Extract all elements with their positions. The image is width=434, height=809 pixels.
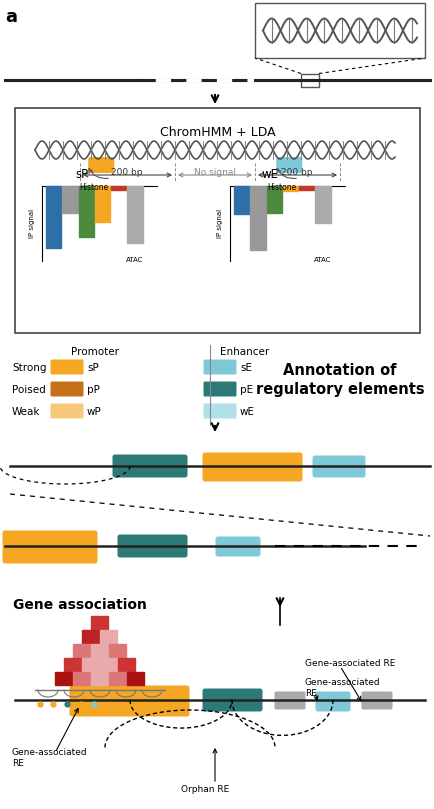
FancyBboxPatch shape — [112, 455, 187, 477]
FancyBboxPatch shape — [117, 535, 187, 557]
Bar — [100, 658, 117, 671]
Bar — [111, 186, 126, 189]
Text: sE: sE — [240, 363, 251, 373]
Text: 200 bp: 200 bp — [111, 168, 142, 177]
Text: Orphan RE: Orphan RE — [181, 786, 229, 794]
FancyBboxPatch shape — [50, 404, 83, 418]
FancyBboxPatch shape — [274, 692, 305, 709]
Text: ChromHMM + LDA: ChromHMM + LDA — [160, 126, 275, 139]
Text: a: a — [5, 8, 17, 26]
Bar — [73, 644, 90, 657]
Text: wP: wP — [87, 407, 102, 417]
FancyBboxPatch shape — [69, 685, 189, 717]
Text: Histone: Histone — [266, 183, 296, 192]
Bar — [266, 186, 281, 213]
FancyBboxPatch shape — [50, 382, 83, 396]
FancyBboxPatch shape — [276, 157, 302, 173]
FancyBboxPatch shape — [215, 536, 260, 557]
Bar — [233, 186, 249, 214]
Bar — [64, 658, 81, 671]
Text: Poised: Poised — [12, 385, 46, 395]
FancyBboxPatch shape — [202, 452, 302, 481]
Text: IP signal: IP signal — [217, 209, 223, 238]
Bar — [118, 658, 135, 671]
Bar — [250, 186, 265, 250]
Text: Gene-associated RE: Gene-associated RE — [304, 659, 395, 667]
FancyBboxPatch shape — [202, 688, 262, 711]
Bar — [46, 186, 61, 248]
Text: wE: wE — [261, 168, 278, 181]
Bar — [73, 672, 90, 685]
Text: 200 bp: 200 bp — [281, 168, 312, 177]
FancyBboxPatch shape — [3, 531, 97, 564]
Bar — [91, 616, 108, 629]
Text: Annotation of
regulatory elements: Annotation of regulatory elements — [255, 363, 423, 396]
Text: Weak: Weak — [12, 407, 40, 417]
Text: Strong: Strong — [12, 363, 46, 373]
FancyBboxPatch shape — [203, 382, 236, 396]
Bar — [82, 658, 99, 671]
Bar — [55, 672, 72, 685]
Text: sP: sP — [87, 363, 99, 373]
FancyBboxPatch shape — [312, 455, 365, 477]
Bar — [15, 108, 419, 333]
Bar — [315, 186, 330, 223]
Text: Gene-associated
RE: Gene-associated RE — [12, 748, 87, 768]
Bar — [100, 630, 117, 643]
Bar — [282, 186, 297, 191]
Bar — [300, 74, 318, 87]
Bar — [91, 644, 108, 657]
Bar — [299, 186, 314, 190]
Text: pP: pP — [87, 385, 100, 395]
Text: wE: wE — [240, 407, 254, 417]
FancyBboxPatch shape — [203, 404, 236, 418]
Bar — [95, 186, 110, 222]
FancyBboxPatch shape — [50, 359, 83, 375]
Bar — [109, 644, 126, 657]
Bar — [109, 672, 126, 685]
Text: sP: sP — [76, 168, 89, 181]
Text: Enhancer: Enhancer — [220, 347, 269, 357]
FancyBboxPatch shape — [88, 157, 114, 173]
Text: ATAC: ATAC — [126, 257, 143, 263]
Bar — [62, 186, 77, 213]
Text: Promoter: Promoter — [71, 347, 119, 357]
FancyBboxPatch shape — [315, 692, 350, 711]
Text: Gene association: Gene association — [13, 598, 147, 612]
Bar — [127, 186, 142, 243]
Text: Gene-associated
RE: Gene-associated RE — [304, 678, 380, 697]
Text: IP signal: IP signal — [29, 209, 35, 238]
Text: No signal: No signal — [194, 168, 236, 177]
Bar — [91, 672, 108, 685]
Text: ATAC: ATAC — [314, 257, 331, 263]
Bar — [79, 186, 94, 237]
Bar — [127, 672, 144, 685]
Text: pE: pE — [240, 385, 253, 395]
FancyBboxPatch shape — [361, 692, 391, 709]
Bar — [254, 3, 424, 58]
Text: Histone: Histone — [79, 183, 108, 192]
FancyBboxPatch shape — [203, 359, 236, 375]
Bar — [82, 630, 99, 643]
